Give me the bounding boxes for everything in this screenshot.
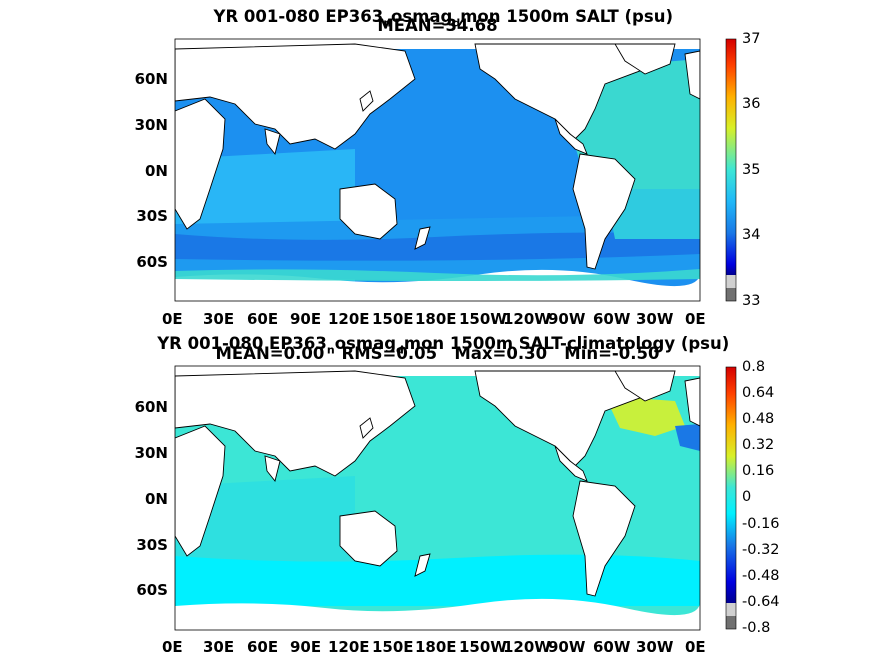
bottom-cb-tick: -0.8 bbox=[742, 620, 771, 636]
bottom-x-tick: 90W bbox=[548, 638, 586, 656]
top-x-tick: 60W bbox=[593, 310, 631, 328]
top-x-tick: 0E bbox=[685, 310, 706, 328]
bottom-stats-label: MEAN=0.00 RMS=0.05 Max=0.30 Min=-0.50 bbox=[215, 344, 660, 363]
bottom-x-tick: 60E bbox=[247, 638, 279, 656]
bottom-cb-tick: 0.64 bbox=[742, 385, 775, 401]
top-atlantic-south bbox=[605, 189, 700, 239]
top-india bbox=[264, 128, 281, 155]
top-arctic bbox=[175, 39, 700, 49]
bottom-x-tick: 180E bbox=[415, 638, 457, 656]
top-x-ticks: 0E 30E 60E 90E 120E 150E 180E 150W 120W … bbox=[162, 310, 706, 328]
top-south-america bbox=[572, 153, 636, 270]
bottom-x-tick: 0E bbox=[685, 638, 706, 656]
top-central-america bbox=[554, 118, 588, 155]
bottom-cb-tick: -0.48 bbox=[742, 568, 780, 584]
top-y-tick-0n: 0N bbox=[145, 162, 168, 180]
bottom-title: YR 001-080 EP363nosmagdmon 1500m SALT-cl… bbox=[157, 334, 730, 357]
top-mean-label: MEAN=34.68 bbox=[377, 16, 498, 35]
top-y-tick-30n: 30N bbox=[134, 116, 168, 134]
top-x-tick: 120W bbox=[503, 310, 551, 328]
bottom-arctic bbox=[175, 366, 700, 376]
bottom-africa bbox=[175, 425, 226, 557]
bottom-y-tick-0n: 0N bbox=[145, 490, 168, 508]
top-europe-east bbox=[684, 50, 700, 100]
top-eurasia bbox=[175, 43, 416, 150]
top-south-deep bbox=[175, 232, 700, 261]
top-x-tick: 150W bbox=[459, 310, 507, 328]
top-africa bbox=[175, 98, 226, 230]
bottom-antarctica bbox=[175, 598, 700, 630]
bottom-cb-tick: 0.8 bbox=[742, 359, 766, 375]
bottom-x-tick: 30E bbox=[203, 638, 235, 656]
bottom-y-tick-30n: 30N bbox=[134, 444, 168, 462]
bottom-cb-tick: 0 bbox=[742, 489, 752, 505]
bottom-new-zealand bbox=[414, 553, 431, 577]
bottom-india bbox=[264, 455, 281, 482]
bottom-cb-tick: -0.32 bbox=[742, 542, 780, 558]
top-x-tick: 60E bbox=[247, 310, 279, 328]
top-x-tick: 0E bbox=[162, 310, 183, 328]
top-cb-tick: 36 bbox=[742, 96, 761, 112]
bottom-x-ticks: 0E 30E 60E 90E 120E 150E 180E 150W 120W … bbox=[162, 638, 706, 656]
top-title: YR 001-080 EP363nosmagdmon 1500m SALT (p… bbox=[213, 7, 673, 30]
bottom-y-tick-60n: 60N bbox=[134, 398, 168, 416]
top-x-tick: 30E bbox=[203, 310, 235, 328]
bottom-x-tick: 120W bbox=[503, 638, 551, 656]
top-y-tick-60n: 60N bbox=[134, 70, 168, 88]
bottom-map bbox=[174, 365, 701, 631]
bottom-central-america bbox=[554, 445, 588, 482]
bottom-eurasia bbox=[175, 370, 416, 477]
bottom-indian-ocean bbox=[175, 476, 355, 586]
bottom-neg-anomaly bbox=[675, 424, 700, 451]
bottom-south-america bbox=[572, 480, 636, 597]
top-x-tick: 180E bbox=[415, 310, 457, 328]
top-x-tick: 30W bbox=[636, 310, 674, 328]
top-antarctic-rim bbox=[175, 269, 700, 281]
bottom-x-tick: 150W bbox=[459, 638, 507, 656]
bottom-australia bbox=[339, 510, 398, 567]
bottom-japan bbox=[359, 417, 374, 439]
bottom-greenland bbox=[614, 370, 676, 402]
top-cb-tick: 35 bbox=[742, 162, 761, 178]
bottom-x-tick: 120E bbox=[328, 638, 370, 656]
top-colorbar bbox=[725, 38, 737, 302]
bottom-cb-tick: 0.48 bbox=[742, 411, 775, 427]
bottom-x-tick: 0E bbox=[162, 638, 183, 656]
top-cb-tick: 37 bbox=[742, 31, 761, 47]
top-x-tick: 120E bbox=[328, 310, 370, 328]
bottom-y-tick-30s: 30S bbox=[136, 536, 168, 554]
bottom-europe-east bbox=[684, 377, 700, 427]
top-map bbox=[174, 38, 701, 302]
top-y-tick-60s: 60S bbox=[136, 253, 168, 271]
bottom-cb-tick: 0.32 bbox=[742, 437, 775, 453]
top-x-tick: 150E bbox=[372, 310, 414, 328]
top-australia bbox=[339, 183, 398, 240]
top-japan bbox=[359, 90, 374, 112]
top-x-tick: 90W bbox=[548, 310, 586, 328]
bottom-x-tick: 30W bbox=[636, 638, 674, 656]
top-y-tick-30s: 30S bbox=[136, 207, 168, 225]
bottom-cb-tick: -0.64 bbox=[742, 594, 780, 610]
bottom-x-tick: 150E bbox=[372, 638, 414, 656]
top-cb-tick: 34 bbox=[742, 227, 761, 243]
bottom-cb-tick: 0.16 bbox=[742, 463, 775, 479]
top-x-tick: 90E bbox=[290, 310, 322, 328]
bottom-southern-band bbox=[175, 554, 700, 606]
top-cb-tick: 33 bbox=[742, 293, 761, 309]
bottom-x-tick: 90E bbox=[290, 638, 322, 656]
bottom-y-tick-60s: 60S bbox=[136, 581, 168, 599]
top-greenland bbox=[614, 43, 676, 75]
top-new-zealand bbox=[414, 226, 431, 250]
bottom-cb-tick: -0.16 bbox=[742, 516, 780, 532]
bottom-x-tick: 60W bbox=[593, 638, 631, 656]
bottom-colorbar bbox=[725, 366, 737, 630]
bottom-pos-anomaly bbox=[605, 396, 685, 436]
